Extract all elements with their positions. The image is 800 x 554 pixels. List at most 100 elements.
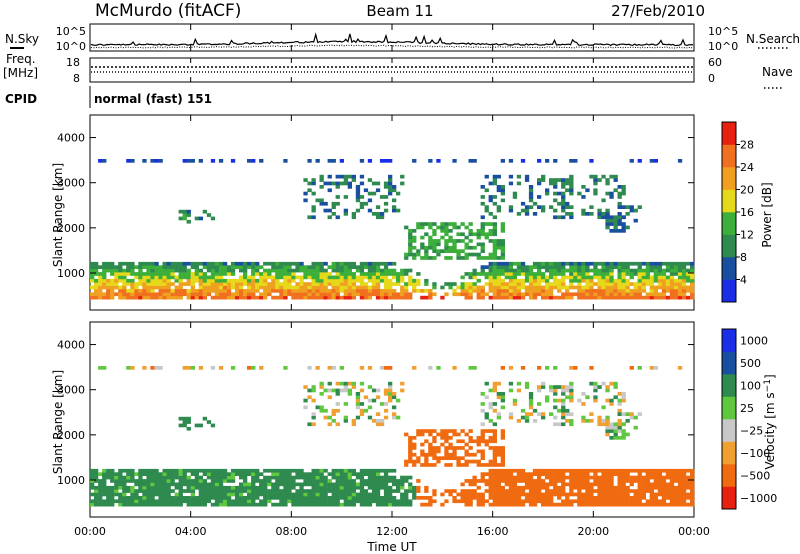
power-cell: [565, 212, 570, 216]
power-cell: [605, 292, 610, 297]
power-cell: [287, 268, 292, 273]
power-cell: [528, 265, 534, 269]
velocity-cell: [138, 468, 143, 473]
velocity-cell: [392, 395, 397, 400]
velocity-cell: [516, 388, 522, 393]
velocity-cell: [295, 468, 300, 473]
velocity-cell: [528, 502, 534, 507]
power-cell: [456, 225, 461, 230]
velocity-cell: [508, 492, 514, 497]
velocity-cell: [625, 489, 630, 493]
velocity-cell: [452, 496, 457, 500]
power-cell: [315, 282, 320, 286]
power-cell: [315, 265, 320, 269]
velocity-cell: [323, 475, 328, 480]
velocity-cell: [327, 482, 332, 487]
power-cell: [601, 285, 606, 290]
velocity-cell: [424, 502, 429, 507]
power-cell: [178, 209, 183, 214]
velocity-cell: [436, 432, 441, 437]
velocity-cell: [520, 479, 526, 483]
power-cell: [476, 232, 481, 237]
power-cell: [396, 191, 401, 196]
power-cell: [577, 191, 582, 196]
velocity-cell: [488, 419, 493, 423]
power-cell: [275, 289, 280, 293]
velocity-cell: [488, 482, 493, 487]
power-cell: [669, 275, 675, 280]
power-cell: [649, 292, 654, 297]
velocity-cell: [468, 502, 473, 507]
velocity-cell: [106, 485, 111, 490]
velocity-cell: [653, 499, 658, 504]
power-cell: [577, 285, 582, 290]
velocity-cell: [351, 496, 356, 500]
power-cell: [532, 278, 538, 283]
power-cell: [283, 268, 288, 273]
power-cell: [468, 245, 473, 250]
power-cell: [653, 285, 658, 290]
power-cell: [669, 292, 675, 297]
velocity-cell: [178, 482, 183, 487]
velocity-cell: [545, 395, 550, 400]
velocity-cell: [617, 499, 622, 504]
velocity-cell: [404, 492, 409, 497]
velocity-cell: [637, 482, 642, 487]
power-cell: [617, 295, 622, 300]
power-cell: [468, 275, 473, 280]
power-cell: [230, 292, 236, 297]
power-cell: [597, 285, 602, 290]
power-cell: [335, 295, 340, 300]
velocity-cell: [541, 412, 546, 416]
velocity-cell: [142, 468, 147, 473]
power-cell: [569, 275, 574, 280]
velocity-cell: [106, 496, 111, 500]
velocity-cell: [661, 499, 667, 504]
velocity-cell: [239, 475, 244, 480]
power-cell: [142, 285, 147, 290]
velocity-cell: [98, 502, 103, 507]
power-cell: [363, 275, 369, 280]
velocity-cell: [669, 485, 675, 490]
power-cell: [190, 272, 195, 276]
velocity-cell: [363, 492, 369, 497]
power-cell: [251, 275, 256, 280]
velocity-cell: [383, 482, 389, 487]
power-cell: [154, 285, 159, 290]
power-cell: [347, 295, 352, 300]
velocity-cell: [428, 502, 433, 507]
power-cell: [549, 275, 554, 280]
power-cell: [637, 265, 642, 269]
power-cell: [122, 289, 127, 293]
power-cell: [190, 159, 195, 163]
power-cell: [605, 268, 610, 273]
power-cell: [388, 268, 393, 273]
power-cell: [400, 278, 405, 283]
velocity-cell: [512, 475, 518, 480]
velocity-cell: [98, 482, 103, 487]
velocity-cell: [198, 502, 203, 507]
velocity-cell: [637, 502, 642, 507]
velocity-cell: [553, 422, 558, 427]
velocity-cell: [508, 366, 514, 370]
velocity-cell: [174, 502, 179, 507]
velocity-cell: [573, 468, 578, 473]
power-cell: [190, 282, 195, 286]
velocity-cell: [118, 472, 123, 476]
power-cell: [637, 282, 642, 286]
velocity-cell: [492, 489, 497, 493]
power-cell: [319, 201, 324, 206]
power-cell: [174, 285, 179, 290]
velocity-cell: [311, 385, 316, 389]
power-cell: [267, 268, 272, 273]
power-cell: [520, 278, 526, 283]
power-cell: [500, 278, 505, 283]
velocity-cell: [424, 463, 429, 467]
velocity-cell: [657, 468, 663, 473]
power-cell: [98, 275, 103, 280]
velocity-cell: [432, 429, 437, 433]
velocity-cell: [629, 499, 634, 504]
velocity-cell: [142, 496, 147, 500]
power-cell: [577, 265, 582, 269]
power-cell: [331, 265, 336, 269]
